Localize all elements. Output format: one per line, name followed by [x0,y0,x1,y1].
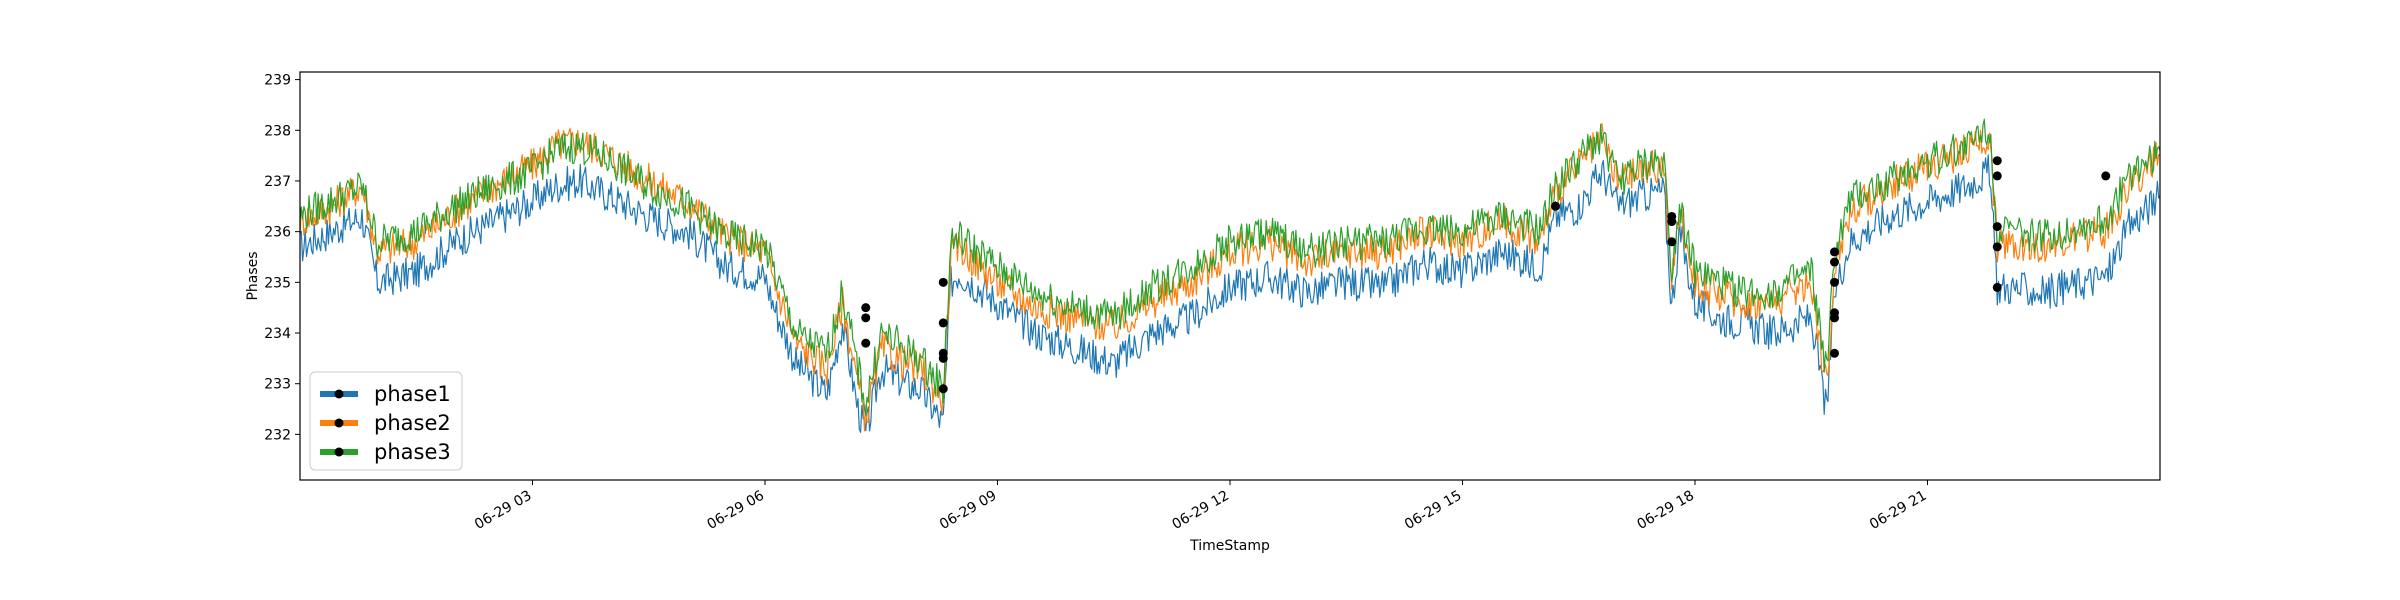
marker-point [1992,282,2002,292]
x-tick-label: 06-29 21 [1867,488,1930,533]
marker-point [861,303,871,313]
y-tick-label: 237 [264,174,291,190]
x-tick-label: 06-29 15 [1402,488,1465,533]
x-tick-label: 06-29 06 [704,488,767,533]
marker-point [861,338,871,348]
x-tick-label: 06-29 03 [472,488,535,533]
marker-point [1992,242,2002,252]
legend-marker [334,447,344,457]
series-markers [861,156,2111,394]
legend: phase1 phase2 phase3 [309,371,463,471]
series-lines [299,118,2161,433]
marker-point [1830,247,1839,257]
legend-label-phase2: phase2 [374,411,451,435]
marker-point [938,353,948,363]
x-axis: 06-29 03 06-29 06 06-29 09 06-29 12 06-29 15… [472,480,1930,533]
legend-label-phase3: phase3 [374,440,451,464]
marker-point [1992,171,2002,181]
marker-point [1992,156,2002,166]
y-tick-label: 232 [264,427,291,443]
marker-point [1992,222,2002,232]
y-tick-label: 233 [264,377,291,393]
marker-point [1551,201,1560,211]
y-tick-label: 238 [264,123,291,139]
y-tick-label: 236 [264,225,291,241]
marker-point [1667,211,1677,221]
legend-marker [334,418,344,428]
y-tick-label: 234 [264,326,291,342]
marker-point [1830,257,1839,267]
marker-point [2101,171,2111,181]
marker-point [938,318,948,328]
marker-point [938,277,948,287]
y-axis: 232 233 234 235 236 237 238 239 [264,73,300,443]
x-tick-label: 06-29 18 [1634,488,1697,533]
series-line-phase3 [299,118,2161,416]
y-tick-label: 235 [264,275,291,291]
marker-point [1830,277,1839,287]
legend-label-phase1: phase1 [374,382,451,406]
marker-point [938,384,948,394]
series-line-phase1 [299,154,2161,433]
x-tick-label: 06-29 12 [1169,488,1232,533]
plot-background [300,72,2160,480]
marker-point [861,313,871,323]
marker-point [1830,348,1839,358]
y-tick-label: 239 [264,73,291,89]
marker-point [1830,313,1839,323]
legend-marker [334,389,344,399]
x-axis-title: TimeStamp [1189,538,1270,554]
x-tick-label: 06-29 09 [937,488,1000,533]
marker-point [1667,237,1677,247]
y-axis-title: Phases [245,251,261,300]
